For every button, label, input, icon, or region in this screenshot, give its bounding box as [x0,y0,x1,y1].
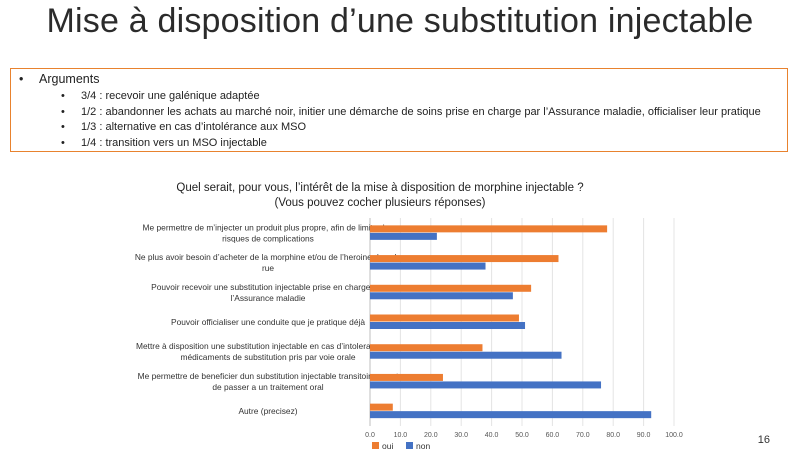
category-label: Pouvoir officialiser une conduite que je… [171,317,365,327]
legend-label: non [416,441,430,451]
x-tick-label: 0.0 [365,432,375,439]
bar-oui [370,344,483,352]
bullet-icon: • [61,90,65,102]
category-label: Mettre à disposition une substitution in… [136,341,401,351]
arguments-box: • Arguments • 3/4 : recevoir une galénique… [10,68,788,152]
category-label: médicaments de substitution pris par voi… [180,352,355,362]
bar-non [370,381,602,389]
x-tick-label: 70.0 [576,432,590,439]
bar-non [370,322,526,329]
argument-text: 1/3 : alternative en cas d’intolérance a… [81,121,307,133]
category-label: risques de complications [222,233,314,243]
bullet-icon: • [61,105,65,118]
argument-item: • 1/4 : transition vers un MSO injectable [61,136,761,152]
bar-oui [370,373,443,381]
x-tick-label: 60.0 [546,432,560,439]
x-tick-label: 20.0 [424,432,438,439]
category-label: Ne plus avoir besoin d’acheter de la mor… [135,252,402,262]
bar-non [370,262,486,270]
x-tick-label: 50.0 [515,432,529,439]
bullet-icon: • [61,136,65,149]
category-label: de passer a un traitement oral [212,382,323,392]
bar-non [370,411,652,419]
bar-oui [370,403,393,411]
chart-title: Quel serait, pour vous, l’intérêt de la … [176,182,584,194]
bar-oui [370,314,519,322]
page-number: 16 [757,434,770,446]
legend-swatch-non [406,442,413,449]
legend-swatch-oui [372,442,379,449]
x-tick-label: 90.0 [637,432,651,439]
argument-item: • 1/3 : alternative en cas d’intolérance … [61,120,761,136]
x-tick-label: 30.0 [454,432,468,439]
bar-oui [370,284,532,292]
category-label: Pouvoir recevoir une substitution inject… [151,282,385,292]
bar-non [370,232,437,240]
x-tick-label: 10.0 [394,432,408,439]
chart-subtitle: (Vous pouvez cocher plusieurs réponses) [274,197,486,209]
bar-non [370,292,513,300]
bullet-icon: • [61,121,65,133]
bullet-icon: • [19,72,24,86]
argument-text: 3/4 : recevoir une galénique adaptée [81,90,260,102]
slide-title: Mise à disposition d’une substitution in… [46,2,754,40]
legend-label: oui [382,441,393,451]
bar-oui [370,225,608,233]
category-label: rue [262,263,274,273]
arguments-heading-label: Arguments [39,72,100,86]
arguments-heading: • Arguments [19,72,99,86]
x-tick-label: 40.0 [485,432,499,439]
category-label: Autre (precisez) [238,406,297,416]
argument-item: • 1/2 : abandonner les achats au marché n… [61,105,761,121]
arguments-list: • 3/4 : recevoir une galénique adaptée • 1… [61,89,761,151]
argument-text: 1/4 : transition vers un MSO injectable [81,136,267,149]
category-label: Me permettre de beneficier dun substitut… [138,371,399,381]
x-tick-label: 100.0 [665,432,683,439]
category-label: l’Assurance maladie [231,293,306,303]
argument-text: 1/2 : abandonner les achats au marché no… [81,105,761,118]
category-label: Me permettre de m’injecter un produit pl… [143,222,394,232]
bar-non [370,351,562,359]
x-tick-label: 80.0 [606,432,620,439]
bar-oui [370,255,559,263]
argument-item: • 3/4 : recevoir une galénique adaptée [61,89,761,105]
